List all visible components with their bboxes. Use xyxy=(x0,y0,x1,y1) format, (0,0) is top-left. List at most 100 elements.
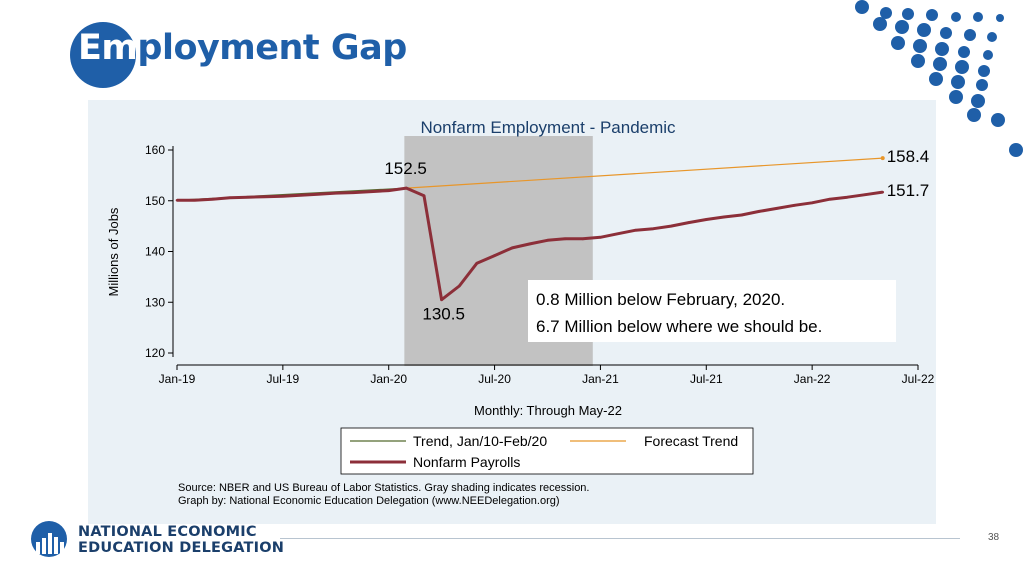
decorative-dot xyxy=(926,9,938,21)
decorative-dot xyxy=(958,46,970,58)
decorative-dot xyxy=(911,54,925,68)
payroll-point xyxy=(493,254,496,257)
decorative-dot xyxy=(987,32,997,42)
payroll-point xyxy=(510,246,514,250)
chart-panel: 120 130 140 150 160 Jan-19 Jul-19 Jan-20 Jul-20 J… xyxy=(88,100,936,524)
forecast-end-point xyxy=(880,156,885,161)
payroll-point xyxy=(581,237,585,241)
payroll-point xyxy=(228,196,232,200)
payroll-point xyxy=(175,198,179,202)
payroll-point xyxy=(316,192,320,196)
graph-credit-note: Graph by: National Economic Education De… xyxy=(178,495,560,507)
payroll-point xyxy=(669,224,673,228)
payroll-point xyxy=(422,194,426,197)
payroll-point xyxy=(740,213,743,217)
y-tick-label: 160 xyxy=(145,143,165,157)
slide-title-lead: Em xyxy=(78,28,138,68)
payroll-point xyxy=(546,239,549,242)
payroll-point xyxy=(369,190,373,193)
source-note: Source: NBER and US Bureau of Labor Stat… xyxy=(178,482,590,494)
slide-title-rest: ployment Gap xyxy=(137,28,407,68)
y-tick-label: 120 xyxy=(145,346,165,360)
payroll-point xyxy=(457,284,461,288)
payroll-point xyxy=(334,191,338,195)
decorative-dot xyxy=(964,29,976,41)
payroll-point xyxy=(563,237,567,241)
series-line-2 xyxy=(406,157,883,189)
payroll-point xyxy=(246,195,249,199)
payroll-point xyxy=(352,191,355,194)
payroll-point xyxy=(793,204,796,207)
decorative-dot xyxy=(902,8,914,20)
annotation-line-2: 6.7 Million below where we should be. xyxy=(536,317,822,336)
decorative-dot xyxy=(891,36,905,50)
y-axis-label: Millions of Jobs xyxy=(106,207,121,296)
chart-title: Nonfarm Employment - Pandemic xyxy=(420,118,676,137)
payroll-point xyxy=(440,298,443,302)
employment-chart: 120 130 140 150 160 Jan-19 Jul-19 Jan-20 Jul-20 J… xyxy=(106,118,935,507)
payroll-point xyxy=(405,186,408,190)
decorative-dot xyxy=(855,0,869,14)
x-tick-label: Jan-19 xyxy=(159,372,196,386)
payroll-point xyxy=(828,197,832,201)
page-number: 38 xyxy=(988,532,1000,543)
footer-divider xyxy=(280,538,960,539)
payroll-point xyxy=(687,221,690,224)
decorative-dot xyxy=(933,57,947,71)
y-tick-label: 130 xyxy=(145,295,165,309)
need-logo-icon xyxy=(31,521,67,557)
legend-label-2: Forecast Trend xyxy=(644,433,738,449)
payroll-point xyxy=(193,198,196,202)
legend-label-1: Trend, Jan/10-Feb/20 xyxy=(413,433,547,449)
payroll-point xyxy=(757,210,761,213)
payroll-point xyxy=(299,193,302,197)
data-label-130-5: 130.5 xyxy=(422,305,465,324)
payroll-point xyxy=(281,194,285,198)
annotation-box xyxy=(528,280,896,342)
payroll-point xyxy=(634,228,638,232)
decorative-dot xyxy=(973,12,983,22)
slide-title: Employment Gap xyxy=(78,28,407,68)
legend-label-3: Nonfarm Payrolls xyxy=(413,454,520,470)
data-label-152-5: 152.5 xyxy=(384,159,427,178)
x-tick-label: Jul-21 xyxy=(690,372,723,386)
payroll-point xyxy=(616,232,620,236)
decorative-dot xyxy=(991,113,1005,127)
decorative-dot xyxy=(967,108,981,122)
x-tick-label: Jan-22 xyxy=(794,372,831,386)
payroll-point xyxy=(528,242,532,246)
data-label-158-4: 158.4 xyxy=(887,147,930,166)
decorative-dot xyxy=(996,14,1004,22)
x-tick-label: Jan-21 xyxy=(582,372,619,386)
payroll-point xyxy=(475,261,479,265)
payroll-point xyxy=(263,195,267,198)
decorative-dot xyxy=(929,72,943,86)
data-label-151-7: 151.7 xyxy=(887,181,930,200)
x-tick-label: Jul-22 xyxy=(902,372,935,386)
payroll-point xyxy=(863,193,867,196)
payroll-point xyxy=(722,215,726,219)
decorative-dot xyxy=(951,75,965,89)
payroll-point xyxy=(599,235,602,239)
org-name-line1: NATIONAL ECONOMIC xyxy=(78,524,257,540)
decorative-dot xyxy=(955,60,969,74)
x-tick-label: Jul-19 xyxy=(267,372,300,386)
decorative-dot xyxy=(983,50,993,60)
title-accent-circle xyxy=(70,22,136,88)
decorative-dot xyxy=(978,65,990,77)
x-tick-label: Jul-20 xyxy=(478,372,511,386)
decorative-dot xyxy=(971,94,985,108)
decorative-dot-pattern xyxy=(855,0,1023,157)
org-name-line2: EDUCATION DELEGATION xyxy=(78,540,285,556)
payroll-point xyxy=(846,195,849,199)
decorative-dot xyxy=(873,17,887,31)
payroll-point xyxy=(704,218,708,221)
decorative-dot xyxy=(895,20,909,34)
decorative-dot xyxy=(917,23,931,37)
legend-box xyxy=(340,427,754,475)
payroll-point xyxy=(881,190,885,194)
decorative-dot xyxy=(880,7,892,19)
decorative-dot xyxy=(949,90,963,104)
y-tick-label: 150 xyxy=(145,194,165,208)
decorative-dot xyxy=(935,42,949,56)
